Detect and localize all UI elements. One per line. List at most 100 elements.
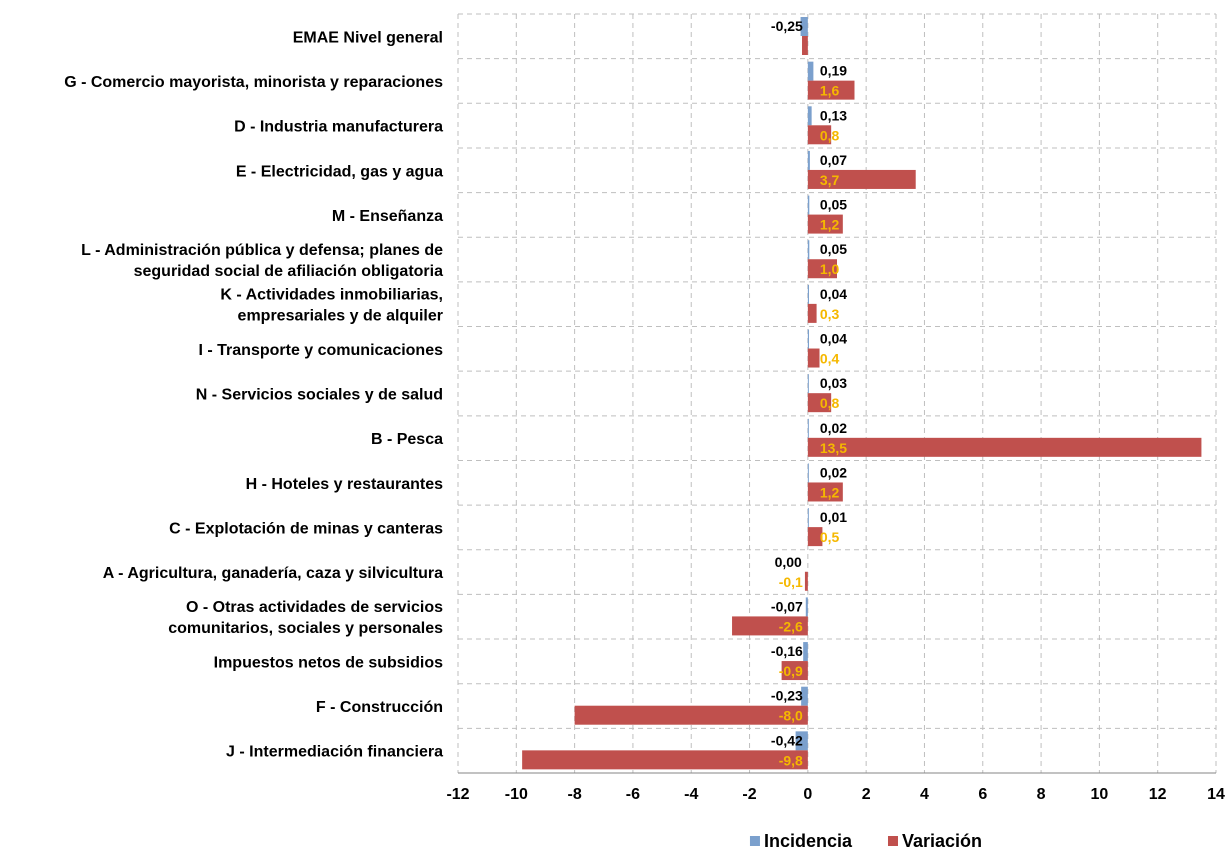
legend-label-variacion: Variación [902, 831, 982, 851]
data-label-incidencia: -0,16 [771, 643, 803, 659]
category-label-line: M - Enseñanza [332, 208, 443, 225]
category-label: D - Industria manufacturera [234, 119, 443, 136]
bar-incidencia [807, 284, 810, 304]
data-label-incidencia: 0,02 [820, 420, 847, 436]
bar-incidencia [807, 508, 809, 528]
data-label-incidencia: 0,07 [820, 152, 847, 168]
bar-incidencia [807, 329, 810, 349]
data-label-variacion: -8,0 [779, 708, 803, 724]
data-label-incidencia: 0,04 [820, 331, 847, 347]
category-label: L - Administración pública y defensa; pl… [81, 242, 443, 280]
data-label-incidencia: -0,23 [771, 688, 803, 704]
category-label: G - Comercio mayorista, minorista y repa… [64, 74, 443, 91]
data-label-variacion: -0,9 [779, 663, 803, 679]
x-tick-label: -6 [626, 786, 640, 803]
category-label-line: L - Administración pública y defensa; pl… [81, 242, 443, 259]
bar-incidencia [795, 731, 808, 751]
category-label-line: D - Industria manufacturera [234, 119, 443, 136]
bar-incidencia [800, 17, 808, 36]
bar-variacion [807, 214, 843, 234]
category-label: EMAE Nivel general [293, 29, 443, 46]
data-label-variacion: 1,2 [820, 217, 840, 233]
data-label-variacion: 1,0 [820, 261, 840, 277]
grid [457, 13, 1217, 774]
bar-variacion [732, 616, 808, 636]
bar-incidencia [807, 418, 809, 438]
category-label-line: A - Agricultura, ganadería, caza y silvi… [103, 565, 443, 582]
legend-label-incidencia: Incidencia [764, 831, 853, 851]
bar-incidencia [807, 106, 812, 126]
data-label-incidencia: 0,05 [820, 241, 847, 257]
x-tick-label: 14 [1207, 786, 1225, 803]
data-label-variacion: -0,1 [779, 574, 803, 590]
x-tick-label: 10 [1090, 786, 1108, 803]
category-label-line: C - Explotación de minas y canteras [169, 520, 443, 537]
data-label-incidencia: 0,04 [820, 286, 847, 302]
bar-variacion [802, 36, 808, 55]
data-label-incidencia: 0,02 [820, 464, 847, 480]
category-label-line: E - Electricidad, gas y agua [236, 163, 443, 180]
data-label-incidencia: 0,01 [820, 509, 847, 525]
bar-variacion [807, 527, 823, 547]
bar-incidencia [807, 240, 810, 260]
bar-variacion [807, 437, 1202, 457]
bar-incidencia [803, 642, 808, 662]
bar-variacion [804, 571, 808, 591]
x-tick-label: 0 [803, 786, 812, 803]
category-label: H - Hoteles y restaurantes [246, 476, 444, 493]
category-label-line: Impuestos netos de subsidios [214, 654, 443, 671]
bar-incidencia [807, 150, 810, 170]
data-label-incidencia: 0,19 [820, 63, 847, 79]
category-label-line: O - Otras actividades de servicios [186, 599, 443, 616]
x-tick-label: -4 [684, 786, 698, 803]
category-label-line: N - Servicios sociales y de salud [196, 387, 443, 404]
data-label-incidencia: 0,13 [820, 107, 847, 123]
category-label-line: seguridad social de afiliación obligator… [134, 263, 444, 280]
category-label: K - Actividades inmobiliarias, empresaria… [220, 287, 443, 325]
legend-swatch-incidencia [749, 836, 760, 846]
bar-variacion [807, 259, 837, 279]
category-label: Impuestos netos de subsidios [214, 654, 443, 671]
data-label-variacion: 0,5 [820, 529, 840, 545]
category-label-line: I - Transporte y comunicaciones [198, 342, 443, 359]
category-label: F - Construcción [316, 699, 443, 716]
bar-variacion [807, 80, 855, 100]
bar-variacion [807, 303, 817, 323]
data-label-variacion: 0,4 [820, 351, 840, 367]
bars [522, 17, 1202, 770]
data-label-variacion: -2,6 [779, 618, 803, 634]
x-tick-label: -12 [446, 786, 469, 803]
bar-incidencia [807, 195, 810, 215]
x-tick-label: 2 [862, 786, 871, 803]
x-tick-label: -2 [742, 786, 756, 803]
bar-variacion [807, 393, 832, 413]
category-label: B - Pesca [371, 431, 443, 448]
data-label-variacion: 0,3 [820, 306, 840, 322]
category-label-line: F - Construcción [316, 699, 443, 716]
category-label-line: B - Pesca [371, 431, 443, 448]
category-label: A - Agricultura, ganadería, caza y silvi… [103, 565, 443, 582]
data-labels: -0,25 0,19 1,6 0,13 0,8 0,07 3,7 0,05 1,2 0,05 1,0… [771, 18, 847, 768]
bar-incidencia [805, 597, 808, 617]
data-label-incidencia: 0,03 [820, 375, 847, 391]
bar-variacion [522, 750, 808, 770]
data-label-incidencia: -0,25 [771, 18, 803, 34]
bar-incidencia [801, 686, 808, 706]
data-label-incidencia: 0,00 [775, 554, 802, 570]
x-tick-label: 8 [1037, 786, 1046, 803]
data-label-variacion: 13,5 [820, 440, 847, 456]
category-label-line: EMAE Nivel general [293, 29, 443, 46]
x-tick-label: 6 [978, 786, 987, 803]
data-label-incidencia: -0,07 [771, 598, 803, 614]
bar-incidencia [807, 463, 809, 483]
legend-swatch-variacion [887, 836, 898, 846]
bar-variacion [807, 482, 843, 502]
category-label: M - Enseñanza [332, 208, 443, 225]
category-label: I - Transporte y comunicaciones [198, 342, 443, 359]
data-label-variacion: 0,8 [820, 395, 840, 411]
x-tick-label: 12 [1149, 786, 1167, 803]
category-label-line: empresariales y de alquiler [238, 308, 443, 325]
category-labels: EMAE Nivel general G - Comercio mayorista… [64, 29, 443, 760]
x-tick-label: -10 [505, 786, 528, 803]
